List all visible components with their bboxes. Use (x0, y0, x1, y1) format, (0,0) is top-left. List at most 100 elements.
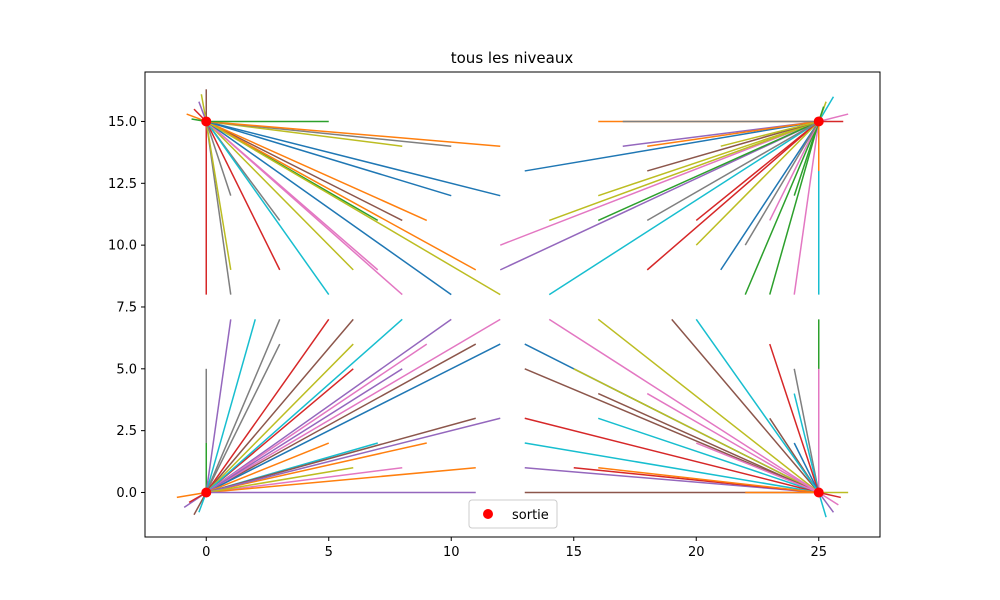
path-segment-93 (793, 393, 820, 493)
y-tick-label: 0.0 (116, 486, 137, 501)
path-segment-64 (646, 120, 820, 271)
path-segment-5 (205, 121, 232, 196)
sortie-point-2 (813, 487, 824, 498)
path-segment-35 (205, 318, 354, 493)
path-segment-92 (793, 368, 820, 493)
path-segment-36 (205, 343, 354, 494)
path-segment-47 (206, 442, 427, 494)
path-segment-3 (205, 121, 281, 271)
sortie-point-1 (201, 116, 212, 127)
path-segment-20 (206, 120, 501, 147)
legend-sortie-marker (483, 509, 493, 519)
legend: sortie (468, 499, 558, 529)
path-segment-18 (206, 120, 403, 147)
path-segment-112 (598, 466, 819, 494)
path-segment-104 (597, 392, 820, 494)
y-axis: 0.0 2.5 5.0 7.5 10.0 12.5 15.0 (108, 115, 145, 501)
path-segment-81 (720, 120, 819, 147)
path-segment-17 (206, 120, 501, 197)
path-segment-33 (205, 343, 281, 493)
path-segment-70 (548, 120, 820, 296)
legend-sortie-label: sortie (512, 508, 549, 523)
path-segment-107 (524, 417, 819, 494)
path-segment-15 (205, 120, 501, 296)
path-segment-106 (598, 417, 819, 494)
path-segment-41 (205, 343, 477, 494)
path-segment-13 (205, 120, 452, 296)
path-segment-45 (205, 442, 330, 494)
path-segment-98 (695, 318, 820, 493)
path-segment-77 (647, 120, 819, 172)
y-tick-label: 10.0 (108, 239, 137, 254)
path-segment-38 (205, 318, 403, 494)
path-segment-72 (499, 120, 820, 246)
path-segment-97 (671, 318, 820, 493)
y-tick-label: 12.5 (108, 177, 137, 192)
path-segment-68 (695, 120, 820, 246)
path-segment-40 (205, 343, 428, 494)
path-segment-71 (499, 120, 820, 271)
path-segment-39 (205, 318, 452, 494)
path-segment-66 (769, 121, 820, 221)
y-tick-label: 15.0 (108, 115, 137, 130)
path-segment-105 (646, 392, 820, 494)
path-segment-34 (205, 318, 330, 493)
sortie-point-0 (201, 487, 212, 498)
path-segment-67 (744, 121, 820, 246)
x-axis: 0 5 10 15 20 25 (202, 537, 827, 560)
path-segment-108 (524, 442, 819, 494)
path-segment-42 (205, 318, 501, 494)
segments-layer (176, 89, 849, 518)
x-tick-label: 10 (443, 545, 460, 560)
path-segment-102 (573, 368, 820, 494)
path-segment-110 (524, 466, 819, 494)
path-segment-60 (793, 121, 820, 295)
sortie-points-layer (201, 116, 824, 498)
path-segment-73 (548, 120, 820, 222)
path-segment-78 (524, 120, 819, 172)
path-segment-76 (598, 120, 819, 197)
path-segment-52 (206, 467, 354, 494)
path-segment-80 (647, 120, 819, 147)
path-segment-75 (646, 120, 820, 222)
plot-frame (144, 71, 881, 538)
path-segment-50 (206, 467, 403, 494)
x-tick-label: 25 (810, 545, 827, 560)
chart-title: tous les niveaux (451, 49, 574, 67)
x-tick-label: 20 (688, 545, 705, 560)
path-segment-96 (793, 442, 820, 493)
path-segment-103 (524, 368, 820, 494)
path-segment-65 (793, 121, 820, 196)
path-segment-14 (205, 120, 477, 271)
y-tick-label: 7.5 (116, 300, 137, 315)
path-segment-109 (695, 442, 820, 494)
path-segment-7 (205, 120, 354, 271)
y-tick-label: 2.5 (116, 424, 137, 439)
y-tick-label: 5.0 (116, 362, 137, 377)
path-segment-2 (205, 121, 232, 270)
path-segment-100 (548, 318, 820, 494)
path-segment-11 (205, 120, 403, 222)
path-segment-30 (205, 319, 232, 493)
path-segment-99 (597, 318, 820, 494)
path-segment-43 (205, 343, 501, 494)
legend-frame (468, 499, 558, 529)
path-segment-74 (597, 120, 820, 222)
path-segment-6 (205, 121, 330, 296)
path-segment-32 (205, 319, 281, 493)
path-segment-37 (205, 368, 354, 494)
path-segment-48 (206, 417, 476, 494)
path-segment-44 (205, 368, 403, 494)
x-tick-label: 5 (325, 545, 333, 560)
path-segment-12 (205, 120, 428, 222)
path-segment-49 (206, 417, 501, 494)
path-segment-69 (695, 120, 820, 221)
path-segment-51 (206, 466, 476, 494)
path-segment-16 (206, 120, 452, 197)
path-segment-31 (205, 319, 256, 493)
x-tick-label: 15 (565, 545, 582, 560)
path-segment-63 (720, 121, 820, 271)
path-segment-62 (744, 121, 820, 295)
sortie-point-3 (813, 116, 824, 127)
